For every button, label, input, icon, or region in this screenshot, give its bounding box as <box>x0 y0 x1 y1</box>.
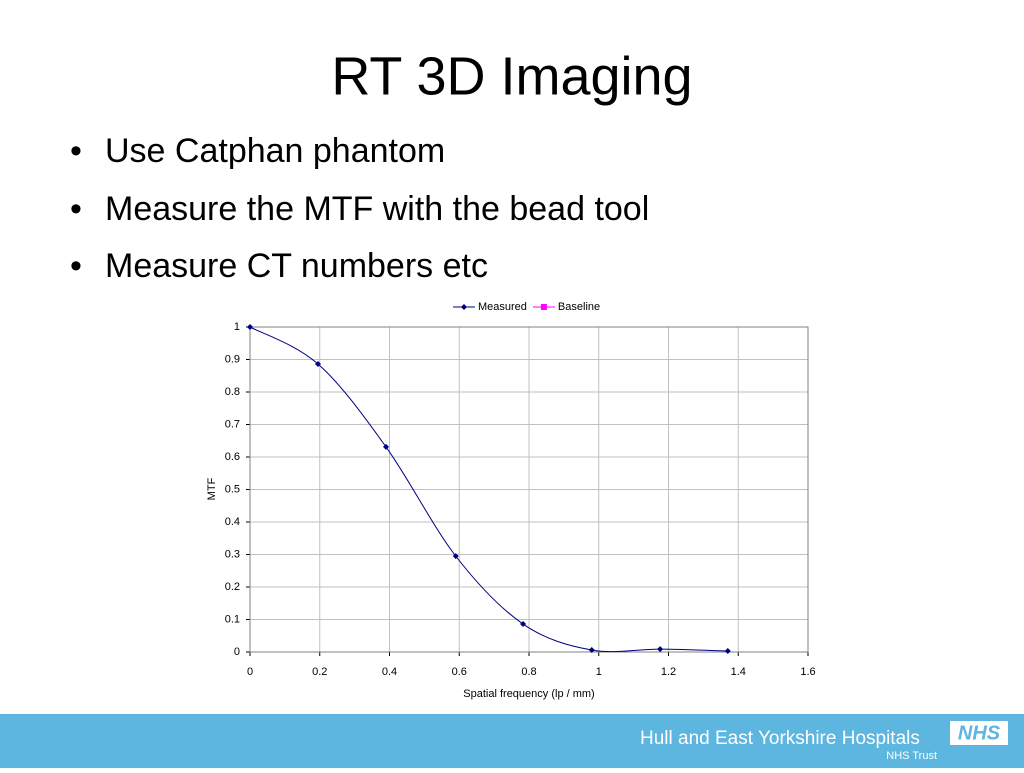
x-tick-label: 0 <box>247 666 253 678</box>
point <box>383 443 390 450</box>
x-tick-label: 0.6 <box>452 666 467 678</box>
legend-label: Baseline <box>558 301 600 313</box>
legend-label: Measured <box>478 301 527 313</box>
y-tick-label: 0.9 <box>225 353 240 365</box>
legend-marker <box>540 304 547 310</box>
plot-border <box>249 326 809 653</box>
y-axis-label: MTF <box>206 477 218 500</box>
y-tick-label: 0.4 <box>225 516 240 528</box>
x-tick-label: 1 <box>596 666 602 678</box>
point <box>452 553 459 560</box>
y-tick-label: 0 <box>234 646 240 658</box>
nhs-logo: NHS <box>958 722 1001 744</box>
point <box>657 646 664 653</box>
point <box>315 361 322 368</box>
legend-marker <box>461 304 467 310</box>
x-tick-label: 0.4 <box>382 666 397 678</box>
x-tick-label: 0.8 <box>521 666 536 678</box>
footer-subtitle: NHS Trust <box>886 750 937 762</box>
footer-organisation: Hull and East Yorkshire Hospitals <box>640 728 920 749</box>
y-tick-label: 0.8 <box>225 386 240 398</box>
bullet-dot: • <box>70 247 82 285</box>
bullets: • Use Catphan phantom • Measure the MTF … <box>70 132 649 285</box>
y-tick-label: 0.1 <box>225 613 240 625</box>
bullet-dot: • <box>70 132 82 170</box>
series-line <box>249 326 728 653</box>
slide-title: RT 3D Imaging <box>331 46 692 106</box>
point <box>247 324 253 330</box>
x-tick-label: 1.6 <box>800 666 815 678</box>
y-tick-label: 0.7 <box>225 418 240 430</box>
bullet: Measure the MTF with the bead tool <box>105 190 649 228</box>
x-tick-label: 1.4 <box>731 666 746 678</box>
y-tick-label: 0.5 <box>225 483 240 495</box>
y-tick-label: 0.2 <box>225 581 240 593</box>
point <box>724 648 731 655</box>
bullet: Measure CT numbers etc <box>105 247 488 285</box>
nhs-logo-box <box>950 721 1008 745</box>
x-axis-label: Spatial frequency (lp / mm) <box>463 688 594 700</box>
y-tick-label: 0.3 <box>225 548 240 560</box>
footer-band <box>0 714 1024 768</box>
bullet-dot: • <box>70 190 82 228</box>
x-tick-label: 1.2 <box>661 666 676 678</box>
y-tick-label: 0.6 <box>225 451 240 463</box>
y-tick-label: 1 <box>234 321 240 333</box>
bullet: Use Catphan phantom <box>105 132 445 170</box>
point <box>520 621 527 628</box>
x-tick-label: 0.2 <box>312 666 327 678</box>
point <box>588 647 595 654</box>
